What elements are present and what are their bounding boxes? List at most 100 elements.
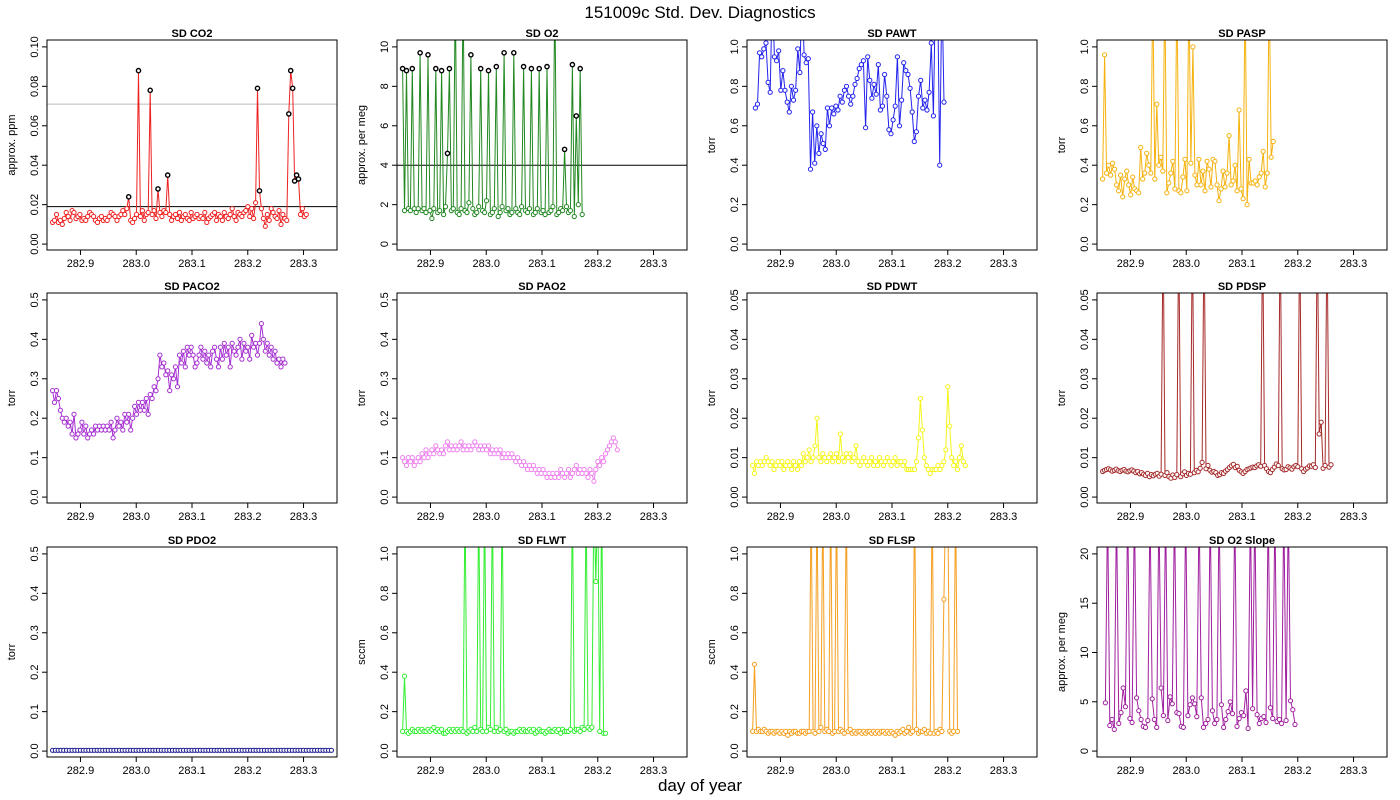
data-point (505, 206, 511, 212)
y-tick-label: 0.4 (379, 332, 391, 347)
panel-title: SD PAWT (867, 28, 917, 40)
data-point (57, 217, 64, 223)
data-point (460, 728, 466, 735)
data-point (1127, 715, 1133, 722)
data-point (1203, 720, 1209, 727)
data-point (509, 451, 515, 457)
y-tick-label: 0.8 (1079, 79, 1091, 94)
data-point (796, 459, 803, 465)
data-point (1106, 162, 1112, 168)
data-point (524, 209, 531, 216)
data-point (824, 105, 831, 111)
panel-ylabel: torr (706, 136, 718, 153)
x-tick-label: 283.2 (1284, 765, 1312, 777)
data-point (912, 466, 918, 473)
panel-sd-pawt: SD PAWT torr 0.0 0.2 0.4 0.6 0.8 1.0 282.9 283.0 2… (706, 28, 1038, 270)
data-point (612, 439, 618, 445)
data-point (835, 459, 842, 465)
y-tick-label: 0.6 (729, 118, 741, 133)
data-point (159, 364, 165, 370)
data-point (930, 493, 934, 497)
data-point (245, 204, 251, 210)
data-point (1229, 711, 1236, 717)
data-point (812, 443, 818, 449)
data-point (77, 427, 83, 433)
data-point (1109, 716, 1115, 723)
data-point (822, 146, 828, 152)
data-point (477, 65, 484, 72)
data-point (1230, 178, 1236, 184)
data-point (1168, 170, 1174, 176)
data-point (401, 673, 408, 679)
data-point (85, 213, 91, 220)
data-point (1295, 464, 1301, 470)
x-tick-label: 283.3 (1340, 511, 1368, 523)
y-tick-label: 0.8 (379, 586, 391, 601)
data-point (751, 470, 758, 476)
data-point (1164, 190, 1170, 196)
data-point (458, 206, 464, 212)
data-point (818, 131, 824, 137)
data-point (599, 455, 605, 461)
data-point (1264, 170, 1270, 176)
data-point (872, 459, 879, 465)
data-point (172, 211, 179, 218)
y-tick-label: 0.00 (1079, 486, 1091, 507)
data-point (104, 217, 110, 223)
x-tick-label: 282.9 (1117, 258, 1145, 270)
panel-title: SD PACO2 (164, 281, 219, 293)
data-point (879, 103, 886, 109)
data-point (875, 62, 881, 68)
data-point (542, 211, 548, 218)
data-point (260, 215, 266, 222)
data-point (939, 728, 945, 735)
data-point (268, 344, 274, 350)
data-point (268, 206, 274, 212)
data-point (759, 54, 765, 60)
data-point (51, 217, 58, 223)
data-point (751, 661, 758, 667)
panel-ylabel: sccm (706, 639, 718, 665)
data-point (83, 217, 89, 223)
data-point (767, 89, 773, 95)
data-point (1192, 172, 1198, 178)
data-point (468, 52, 474, 58)
data-point (782, 87, 788, 93)
data-point (65, 423, 71, 429)
data-point (1315, 219, 1319, 223)
panel-title: SD PDO2 (168, 535, 216, 547)
data-point (834, 493, 838, 497)
x-tick-label: 283.1 (1228, 765, 1256, 777)
data-point (1114, 182, 1120, 188)
series-line (402, 547, 606, 735)
x-tick-label: 283.3 (1340, 765, 1368, 777)
data-point (831, 111, 837, 117)
data-point (235, 344, 241, 350)
data-point (1165, 717, 1171, 724)
data-point (795, 46, 801, 52)
y-tick-label: 0.0 (379, 743, 391, 758)
data-point (1161, 219, 1165, 223)
data-point (147, 391, 153, 398)
data-point (536, 65, 543, 72)
panel-ylabel: torr (6, 389, 18, 406)
data-point (911, 138, 917, 145)
data-point (759, 462, 765, 469)
data-point (884, 93, 890, 99)
x-tick-label: 283.0 (1172, 511, 1200, 523)
data-point (515, 455, 521, 461)
y-tick-label: 0.08 (29, 76, 41, 97)
data-point (550, 204, 556, 210)
data-point (251, 215, 257, 222)
data-point (282, 360, 288, 366)
data-point (786, 109, 792, 115)
data-point (1116, 720, 1122, 727)
data-point (401, 208, 408, 214)
panel-sd-pdwt: SD PDWT torr 0.00 0.01 0.02 0.03 0.04 0.05 282.9… (706, 281, 1038, 523)
series-line (1102, 40, 1274, 205)
panel-ylabel: torr (706, 389, 718, 406)
data-point (763, 455, 769, 461)
data-point (577, 728, 583, 735)
y-tick-label: 0.0 (729, 743, 741, 758)
panel-frame (46, 292, 338, 504)
